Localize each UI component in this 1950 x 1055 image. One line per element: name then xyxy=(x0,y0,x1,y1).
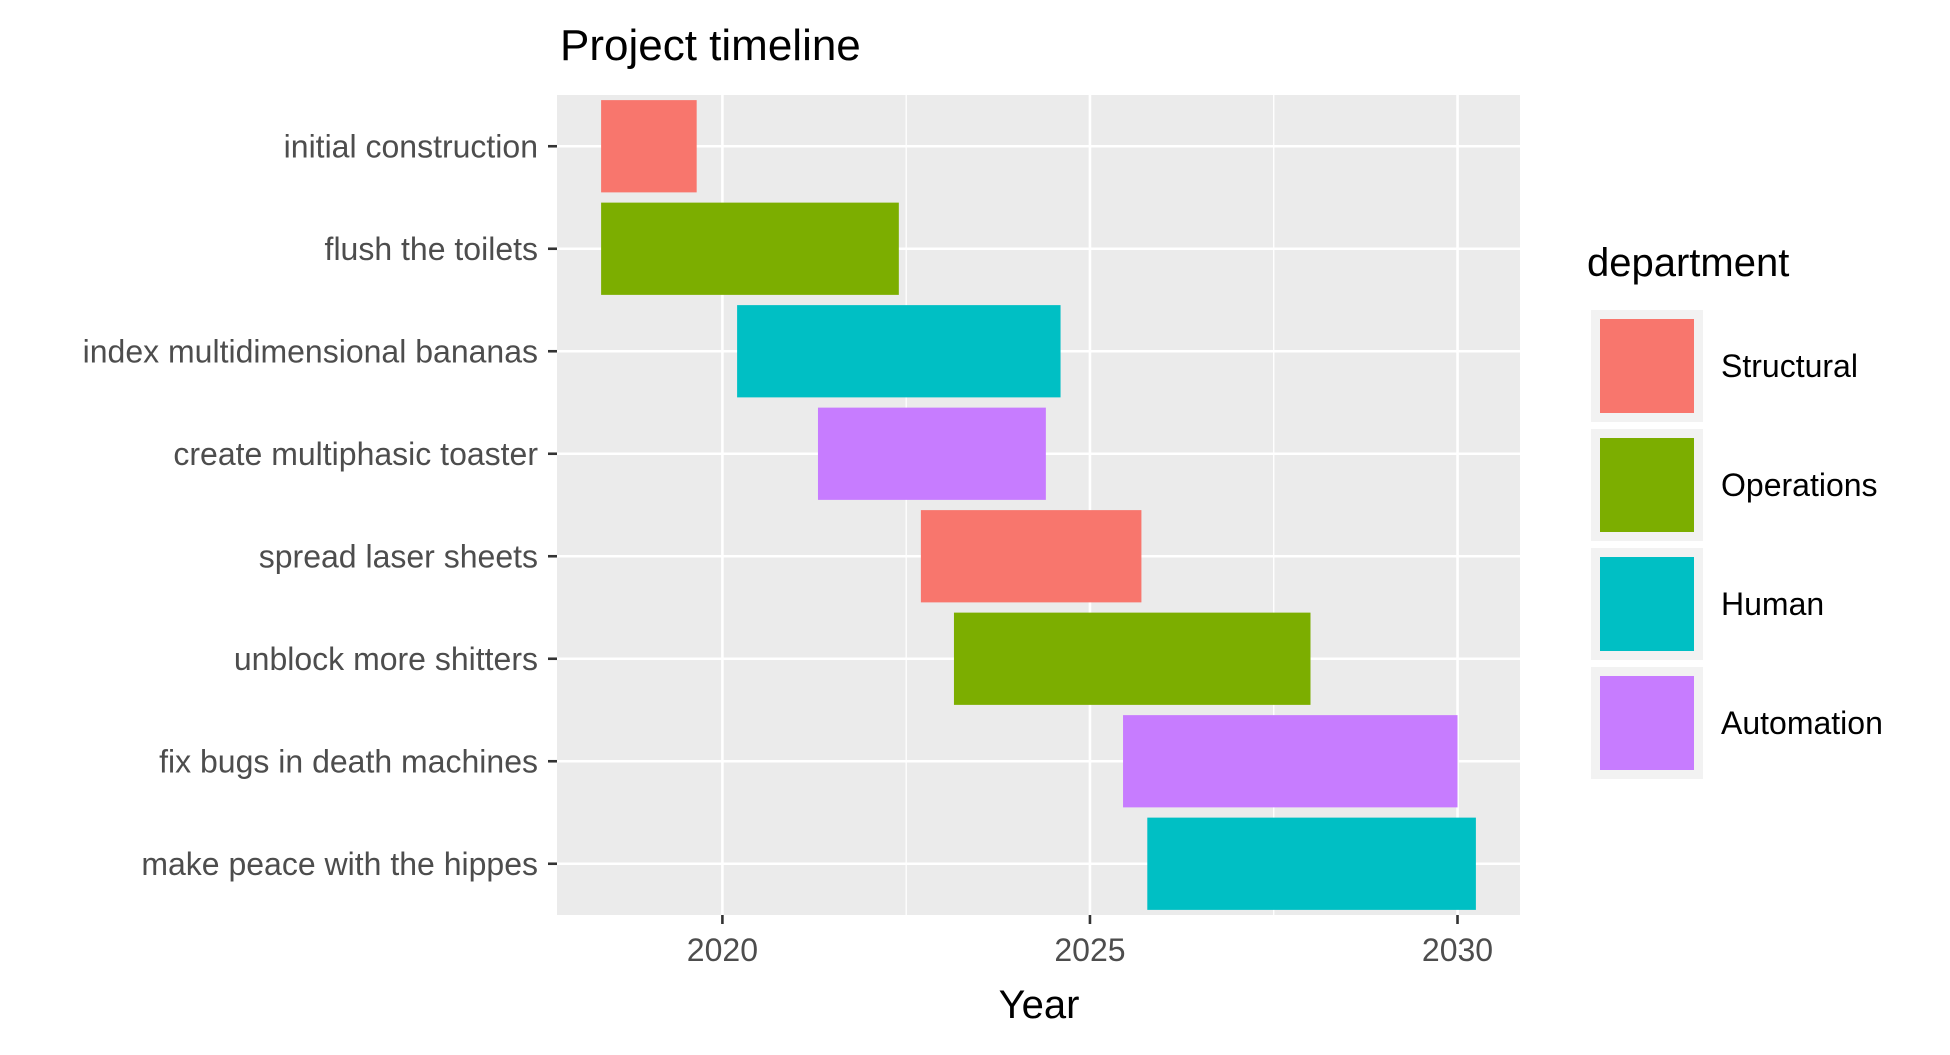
chart-title: Project timeline xyxy=(560,21,861,70)
legend-key-swatch xyxy=(1600,557,1694,651)
legend-label: Operations xyxy=(1721,467,1878,503)
legend-label: Structural xyxy=(1721,348,1858,384)
task-bar xyxy=(817,407,1046,500)
task-bar xyxy=(953,612,1311,705)
task-bar xyxy=(1123,715,1458,808)
task-bar xyxy=(601,202,899,295)
task-bar xyxy=(920,510,1142,603)
y-tick-label: spread laser sheets xyxy=(259,538,538,574)
x-axis: 2020 2025 2030 xyxy=(687,915,1493,968)
y-tick-label: make peace with the hippes xyxy=(141,846,538,882)
x-tick-label: 2025 xyxy=(1054,932,1125,968)
legend-key-swatch xyxy=(1600,438,1694,532)
legend-key-swatch xyxy=(1600,319,1694,413)
legend-key-swatch xyxy=(1600,676,1694,770)
y-axis: initial construction flush the toilets ind… xyxy=(83,128,557,882)
legend-label: Human xyxy=(1721,586,1824,622)
legend-label: Automation xyxy=(1721,705,1883,741)
y-tick-label: index multidimensional bananas xyxy=(83,333,538,369)
task-bar xyxy=(737,305,1061,398)
x-axis-title: Year xyxy=(999,983,1080,1027)
y-tick-label: initial construction xyxy=(284,128,538,164)
legend: department Structural Operations Human Auto… xyxy=(1587,241,1883,779)
y-tick-label: fix bugs in death machines xyxy=(159,743,538,779)
y-tick-label: flush the toilets xyxy=(325,231,538,267)
x-tick-label: 2020 xyxy=(687,932,758,968)
task-bar xyxy=(1147,817,1476,910)
legend-title: department xyxy=(1587,241,1789,285)
y-tick-label: unblock more shitters xyxy=(234,641,538,677)
task-bar xyxy=(601,100,697,193)
x-tick-label: 2030 xyxy=(1422,932,1493,968)
y-tick-label: create multiphasic toaster xyxy=(173,436,538,472)
bars-layer xyxy=(601,100,1476,910)
